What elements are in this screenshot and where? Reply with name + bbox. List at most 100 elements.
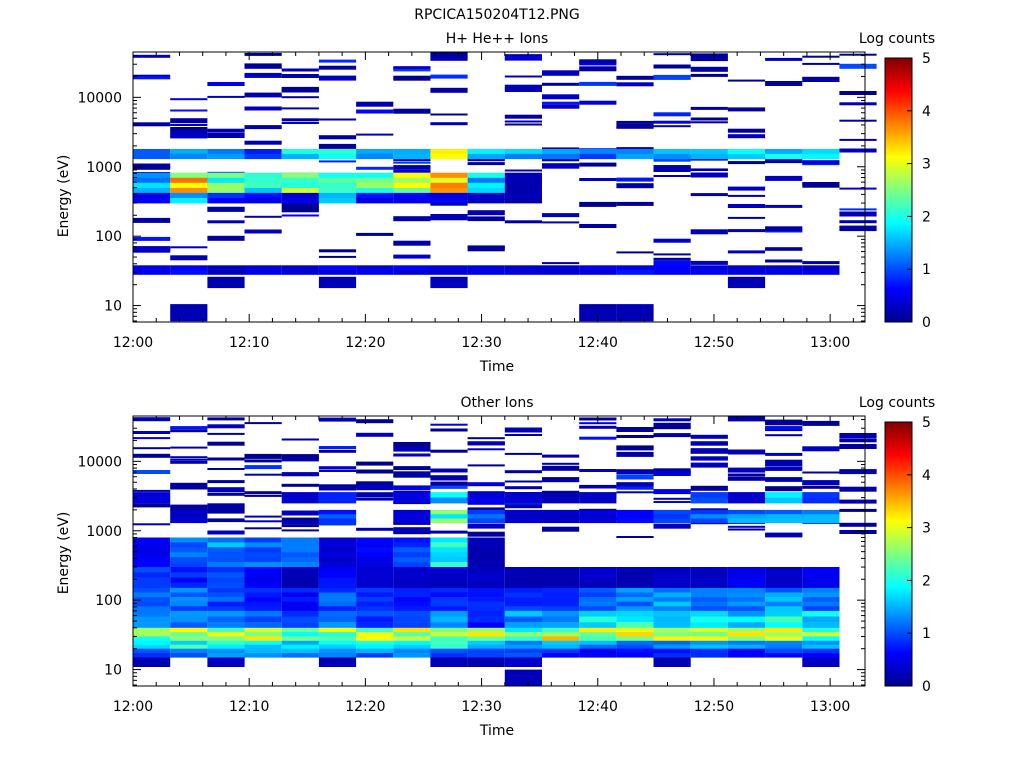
heatmap-cell xyxy=(467,662,505,667)
heatmap-cell xyxy=(504,577,542,583)
heatmap-cell xyxy=(616,622,654,629)
heatmap-cell xyxy=(690,497,728,504)
heatmap-cell xyxy=(207,636,245,641)
heatmap-cell xyxy=(318,518,357,524)
heatmap-cell xyxy=(393,632,431,637)
heatmap-cell xyxy=(393,509,431,515)
heatmap-cell xyxy=(504,597,542,602)
heatmap-cell xyxy=(690,597,728,602)
heatmap-cell xyxy=(244,494,282,497)
heatmap-cell xyxy=(430,423,468,426)
heatmap-cell xyxy=(802,610,840,617)
heatmap-cell xyxy=(542,104,580,109)
heatmap-cell xyxy=(690,572,728,578)
heatmap-cell xyxy=(839,228,877,232)
heatmap-cell xyxy=(467,198,505,204)
heatmap-cell xyxy=(170,514,208,519)
heatmap-cell xyxy=(281,497,319,504)
heatmap-cell xyxy=(467,448,505,451)
heatmap-cell xyxy=(653,426,691,430)
heatmap-cell xyxy=(170,644,208,649)
heatmap-cell xyxy=(281,636,319,641)
heatmap-cell xyxy=(393,169,431,175)
heatmap-cell xyxy=(467,497,505,504)
heatmap-cell xyxy=(318,577,357,583)
heatmap-cell xyxy=(393,648,431,654)
heatmap-cell xyxy=(281,622,319,629)
heatmap-cell xyxy=(170,622,208,629)
heatmap-cell xyxy=(616,309,654,316)
heatmap-cell xyxy=(244,149,282,155)
heatmap-cell xyxy=(244,229,282,234)
heatmap-cell xyxy=(318,59,357,63)
heatmap-cell xyxy=(393,66,431,70)
y-tick-label: 10 xyxy=(104,663,122,679)
heatmap-cell xyxy=(244,567,282,573)
heatmap-cell xyxy=(170,486,208,490)
colorbar-tick-label: 4 xyxy=(922,104,931,120)
heatmap-cell xyxy=(616,606,654,612)
heatmap-cell xyxy=(690,53,728,59)
heatmap-cell xyxy=(207,627,245,633)
heatmap-cell xyxy=(393,653,431,658)
heatmap-cell xyxy=(765,497,803,504)
heatmap-cell xyxy=(430,187,468,194)
heatmap-cell xyxy=(802,644,840,649)
heatmap-cell xyxy=(207,518,245,521)
heatmap-cell xyxy=(542,465,580,471)
heatmap-cell xyxy=(504,169,542,172)
heatmap-cell xyxy=(653,257,691,261)
heatmap-cell xyxy=(318,160,357,163)
heatmap-cell xyxy=(653,622,691,629)
heatmap-cell xyxy=(542,70,580,76)
heatmap-cell xyxy=(653,582,691,589)
heatmap-cell xyxy=(393,471,431,477)
x-tick-label: 13:00 xyxy=(810,335,850,351)
heatmap-cell xyxy=(207,492,245,496)
heatmap-cell xyxy=(727,653,766,658)
heatmap-cell xyxy=(170,98,208,101)
heatmap-cell xyxy=(281,192,319,199)
heatmap-cell xyxy=(207,198,245,204)
panel-1-xlabel: Time xyxy=(479,359,514,375)
heatmap-cell xyxy=(839,63,877,69)
heatmap-cell xyxy=(356,109,394,114)
heatmap-cell xyxy=(430,269,468,275)
heatmap-cell xyxy=(653,418,691,422)
heatmap-cell xyxy=(467,547,505,553)
heatmap-cell xyxy=(318,486,357,491)
heatmap-cell xyxy=(504,514,542,519)
heatmap-cell xyxy=(765,81,803,86)
heatmap-cell xyxy=(616,536,654,538)
heatmap-cell xyxy=(356,592,394,598)
heatmap-cell xyxy=(393,254,431,259)
heatmap-cell xyxy=(765,57,803,61)
heatmap-cell xyxy=(244,627,282,633)
heatmap-cell xyxy=(207,133,245,138)
heatmap-cell xyxy=(504,58,542,61)
heatmap-cell xyxy=(170,118,208,124)
heatmap-cell xyxy=(170,542,208,548)
heatmap-cell xyxy=(133,597,171,602)
heatmap-cell xyxy=(244,187,282,194)
heatmap-cell xyxy=(356,492,394,497)
heatmap-cell xyxy=(318,627,357,633)
heatmap-cell xyxy=(281,187,319,194)
heatmap-cell xyxy=(542,572,580,578)
heatmap-cell xyxy=(430,537,468,543)
heatmap-cell xyxy=(393,269,431,275)
heatmap-cell xyxy=(727,528,766,531)
heatmap-cell xyxy=(690,601,728,607)
heatmap-cell xyxy=(579,636,617,641)
heatmap-cell xyxy=(616,644,654,649)
heatmap-cell xyxy=(839,225,877,229)
heatmap-cell xyxy=(133,153,171,160)
heatmap-cell xyxy=(170,426,208,430)
heatmap-cell xyxy=(542,269,580,275)
heatmap-cell xyxy=(281,510,319,516)
heatmap-cell xyxy=(281,597,319,602)
heatmap-cell xyxy=(318,537,357,543)
heatmap-cell xyxy=(318,484,357,488)
heatmap-cell xyxy=(467,537,505,543)
